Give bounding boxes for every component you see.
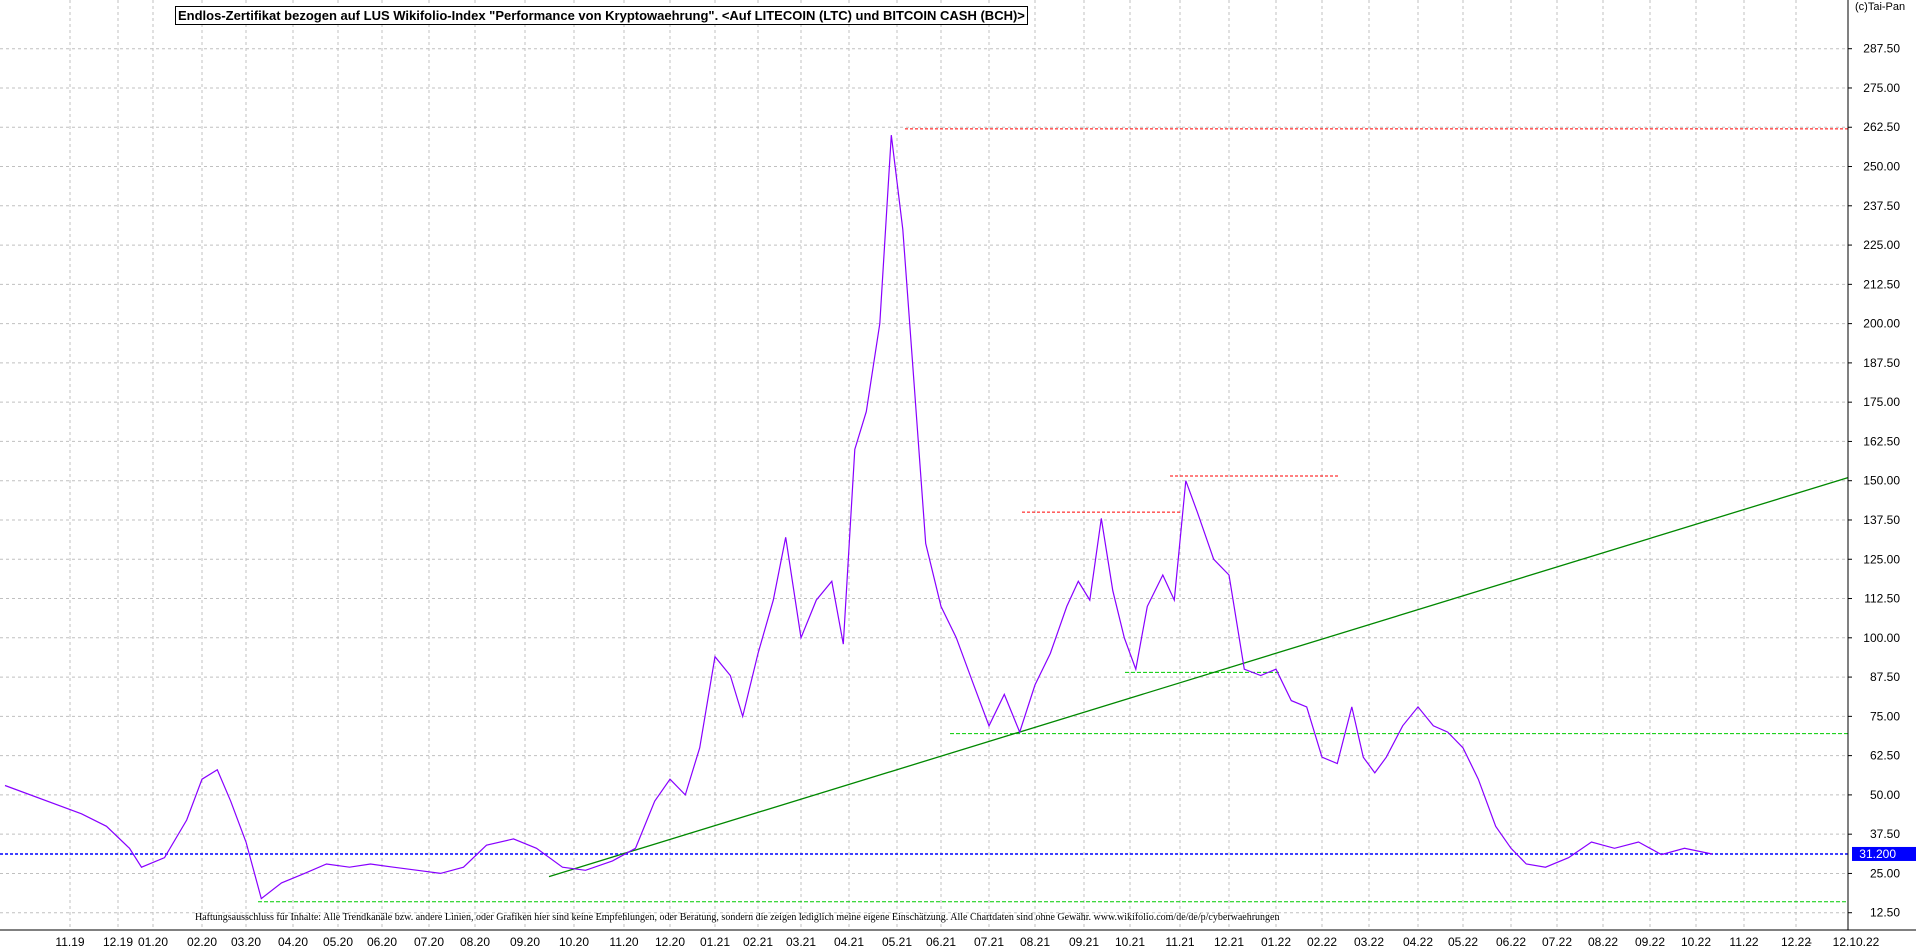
- x-tick-label: 08.22: [1588, 935, 1618, 949]
- y-tick-label: 275.00: [1863, 81, 1900, 95]
- y-tick-label: 125.00: [1863, 552, 1900, 566]
- x-tick-label: 12.21: [1214, 935, 1244, 949]
- x-tick-label: 05.20: [323, 935, 353, 949]
- x-tick-label: 07.21: [974, 935, 1004, 949]
- disclaimer-text: Haftungsausschluss für Inhalte: Alle Tre…: [195, 912, 1280, 923]
- x-tick-label: 06.20: [367, 935, 397, 949]
- x-axis: 11.19 12.19 01.20 02.20 03.20 04.20 05.20 06.20…: [0, 929, 1916, 949]
- x-tick-label: 10.22: [1681, 935, 1711, 949]
- x-tick-label: -: [1808, 935, 1812, 949]
- x-tick-label: 03.22: [1354, 935, 1384, 949]
- x-tick-label: 09.21: [1069, 935, 1099, 949]
- y-tick-label: 137.50: [1863, 513, 1900, 527]
- trendline-layer: [548, 476, 1849, 878]
- x-tick-label: 02.22: [1307, 935, 1337, 949]
- x-tick-label: 08.20: [460, 935, 490, 949]
- x-tick-label: 05.22: [1448, 935, 1478, 949]
- x-tick-label: 11.19: [55, 935, 84, 949]
- x-tick-label: 04.21: [834, 935, 864, 949]
- y-tick-label: 12.50: [1870, 906, 1900, 920]
- y-tick-label: 50.00: [1870, 788, 1900, 802]
- x-tick-label: 12.22: [1781, 935, 1811, 949]
- y-tick-label: 75.00: [1870, 709, 1900, 723]
- price-series-layer: [4, 135, 1713, 900]
- x-tick-label: 10.21: [1115, 935, 1145, 949]
- y-tick-label: 212.50: [1863, 277, 1900, 291]
- x-tick-label: 03.21: [786, 935, 816, 949]
- current-price-label: 31.200: [1859, 847, 1896, 861]
- x-tick-label: 01.20: [138, 935, 168, 949]
- y-tick-label: 112.50: [1864, 592, 1900, 606]
- x-tick-label: 07.20: [414, 935, 444, 949]
- x-tick-label: 02.20: [187, 935, 217, 949]
- y-tick-label: 100.00: [1863, 631, 1900, 645]
- chart-grid: [0, 0, 1848, 930]
- x-tick-label: 06.21: [926, 935, 956, 949]
- x-tick-label: 04.22: [1403, 935, 1433, 949]
- y-tick-label: 162.50: [1863, 434, 1900, 448]
- x-tick-label: 06.22: [1496, 935, 1526, 949]
- y-tick-label: 187.50: [1863, 356, 1900, 370]
- y-tick-label: 62.50: [1870, 749, 1900, 763]
- x-tick-label: 12.10.22: [1833, 935, 1880, 949]
- horizontal-level-lines: [0, 128, 1848, 903]
- x-tick-label: 03.20: [231, 935, 261, 949]
- y-tick-label: 287.50: [1863, 42, 1900, 56]
- y-tick-label: 262.50: [1863, 120, 1900, 134]
- x-tick-label: 04.20: [278, 935, 308, 949]
- x-tick-label: 09.20: [510, 935, 540, 949]
- x-tick-label: 01.22: [1261, 935, 1291, 949]
- x-tick-label: 11.21: [1165, 935, 1194, 949]
- x-tick-label: 10.20: [559, 935, 589, 949]
- x-tick-label: 08.21: [1020, 935, 1050, 949]
- y-tick-label: 37.50: [1870, 827, 1900, 841]
- x-tick-label: 02.21: [743, 935, 773, 949]
- x-tick-label: 11.22: [1729, 935, 1758, 949]
- x-tick-label: 12.19: [103, 935, 133, 949]
- y-axis: 12.50 25.00 37.50 50.00 62.50 75.00 87.50 100.0…: [1847, 0, 1900, 930]
- y-tick-label: 237.50: [1863, 199, 1900, 213]
- y-tick-label: 25.00: [1870, 866, 1900, 880]
- y-tick-label: 175.00: [1863, 395, 1900, 409]
- current-price-tag-layer: 31.200: [1852, 846, 1916, 861]
- current-price-tag: [1852, 846, 1916, 861]
- x-tick-label: 11.20: [609, 935, 638, 949]
- x-tick-label: 05.21: [882, 935, 912, 949]
- chart-title: Endlos-Zertifikat bezogen auf LUS Wikifo…: [175, 6, 1028, 25]
- y-tick-label: 250.00: [1863, 160, 1900, 174]
- x-tick-label: 01.21: [700, 935, 730, 949]
- rising-trendline: [548, 476, 1849, 878]
- copyright-label: (c)Tai-Pan: [1855, 1, 1906, 13]
- y-tick-label: 150.00: [1863, 474, 1900, 488]
- x-tick-label: 07.22: [1542, 935, 1572, 949]
- x-tick-label: 12.20: [655, 935, 685, 949]
- price-line: [4, 135, 1713, 900]
- x-tick-label: 09.22: [1635, 935, 1665, 949]
- y-tick-label: 200.00: [1863, 317, 1900, 331]
- y-tick-label: 225.00: [1863, 238, 1900, 252]
- y-tick-label: 87.50: [1870, 670, 1900, 684]
